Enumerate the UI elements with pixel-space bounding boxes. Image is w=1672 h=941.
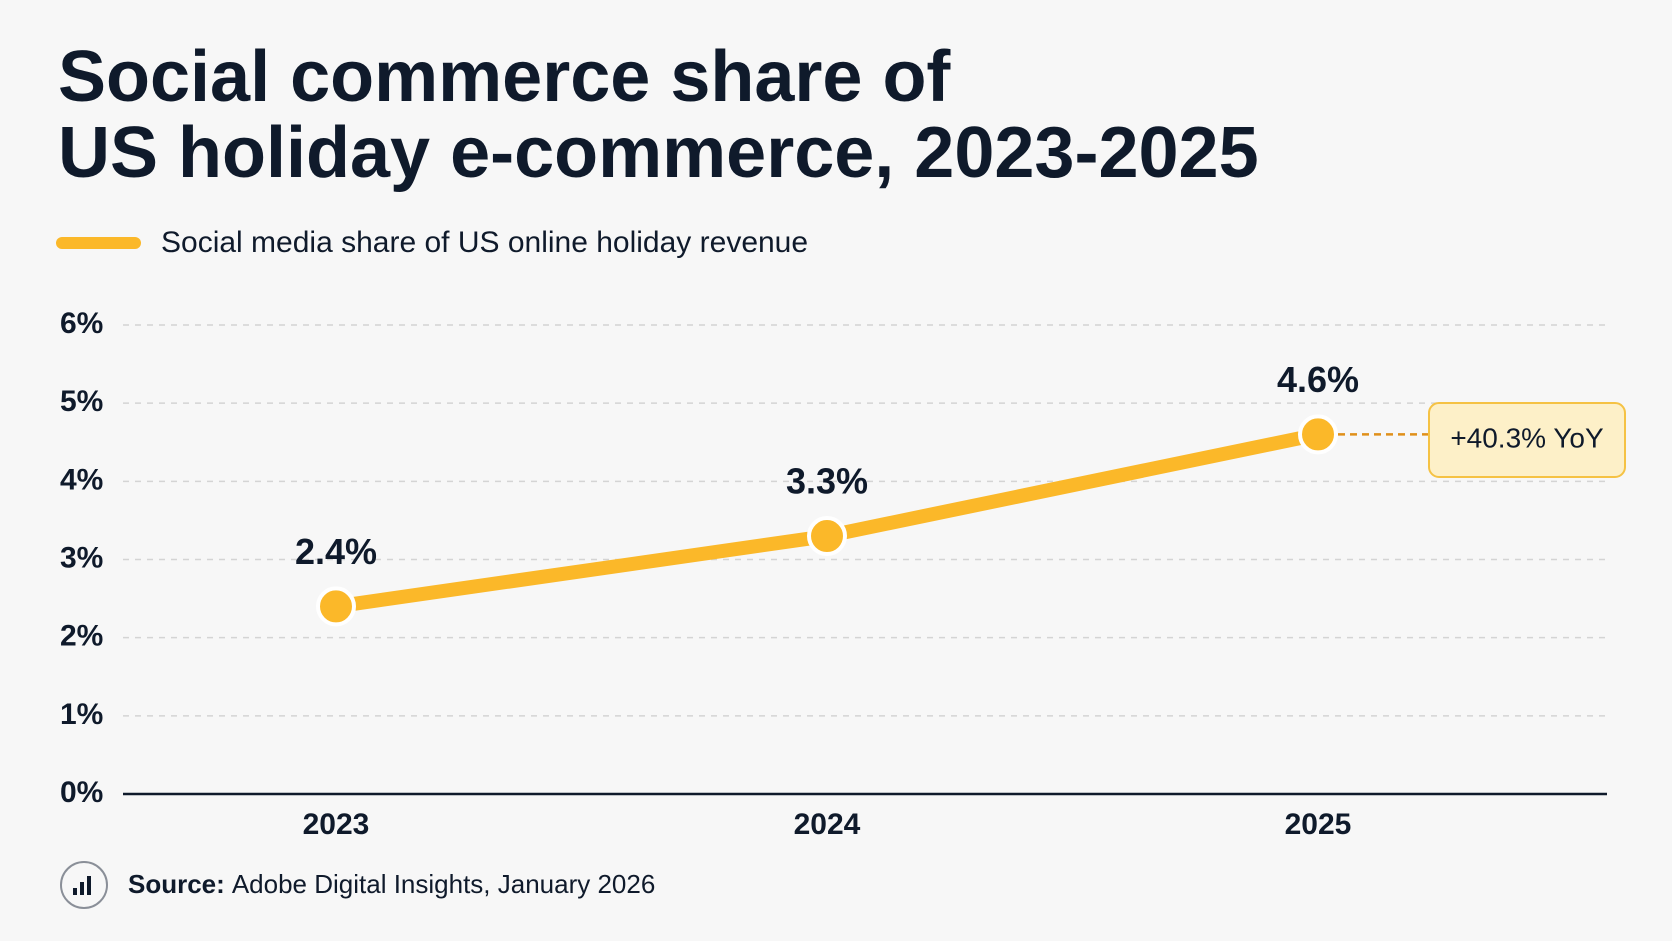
y-tick-label: 4% (60, 463, 103, 496)
source-icon (60, 861, 108, 909)
source-text: Adobe Digital Insights, January 2026 (232, 869, 656, 899)
x-tick-label: 2024 (794, 808, 861, 841)
x-tick-label: 2025 (1285, 808, 1352, 841)
data-point (807, 516, 847, 557)
y-tick-label: 0% (60, 776, 103, 809)
y-tick-label: 2% (60, 620, 103, 653)
data-point (316, 586, 356, 627)
y-tick-label: 1% (60, 698, 103, 731)
chart-title: Social commerce share of (58, 37, 951, 117)
y-tick-label: 5% (60, 385, 103, 418)
source: Source: Adobe Digital Insights, January 2… (128, 869, 655, 899)
chart-title: US holiday e-commerce, 2023-2025 (58, 113, 1259, 193)
legend-label: Social media share of US online holiday … (161, 226, 808, 259)
data-label: 4.6% (1277, 359, 1359, 400)
source-label: Source: (128, 869, 225, 899)
annotation-text: +40.3% YoY (1450, 422, 1604, 453)
annotation-box (1428, 402, 1626, 478)
data-point (1298, 414, 1338, 455)
data-label: 3.3% (786, 461, 868, 502)
data-label: 2.4% (295, 531, 377, 572)
x-tick-label: 2023 (303, 808, 370, 841)
y-tick-label: 3% (60, 541, 103, 574)
y-tick-label: 6% (60, 307, 103, 340)
